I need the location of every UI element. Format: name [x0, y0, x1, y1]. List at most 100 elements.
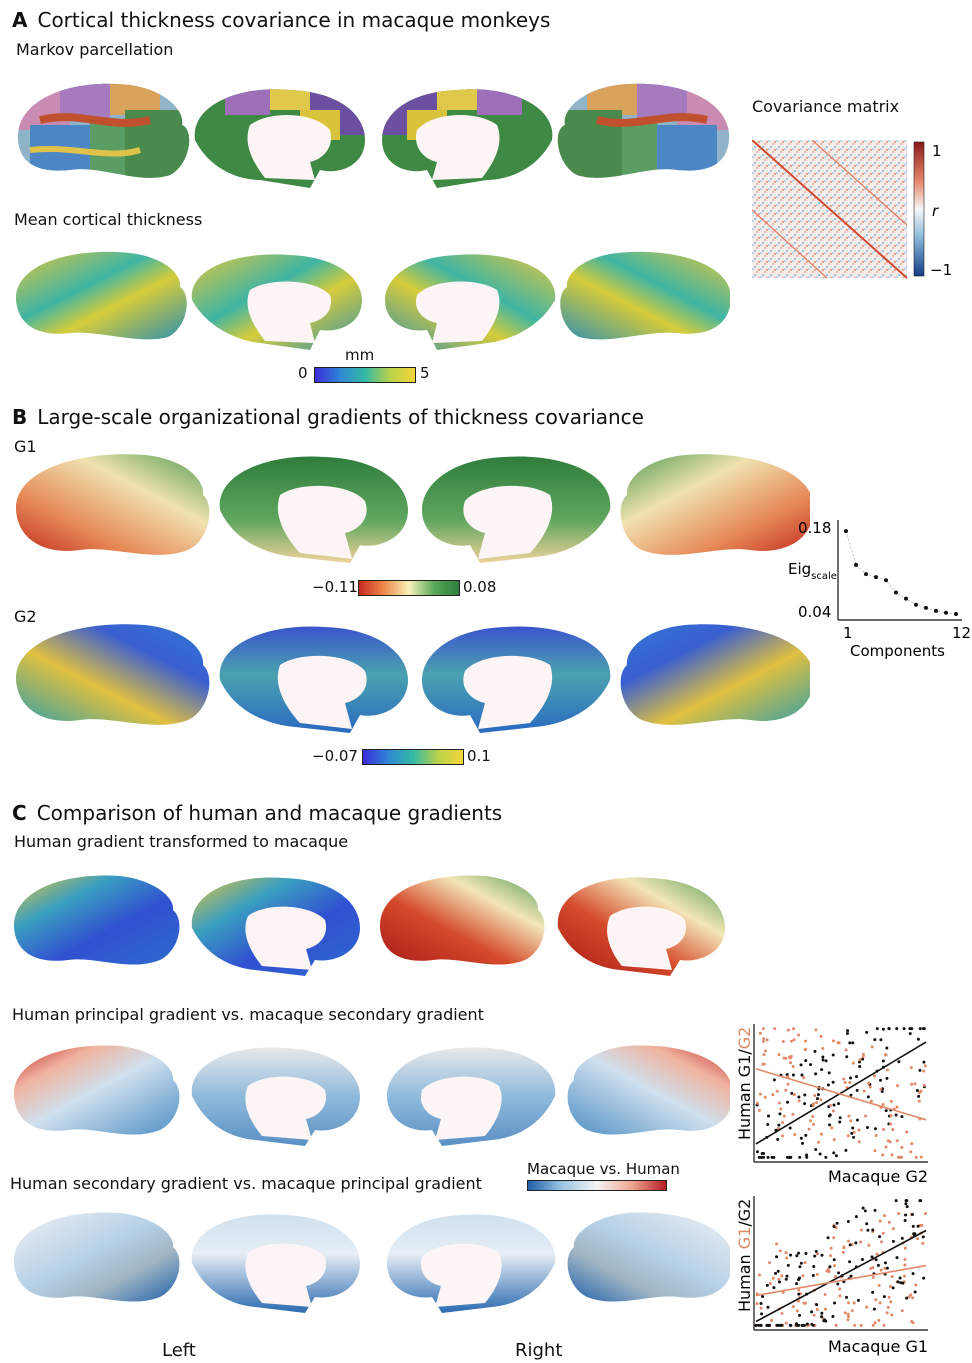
thickness-colorbar — [314, 367, 416, 383]
scree-point — [894, 590, 898, 595]
scatter2-point-g2 — [832, 1258, 836, 1262]
scatter2-point-g1 — [784, 1251, 788, 1255]
scree-xtick-last: 12 — [952, 624, 970, 642]
scatter1-point-g1 — [828, 1123, 832, 1127]
g2-right-lateral — [620, 624, 810, 725]
scatter1-point-g2 — [765, 1038, 769, 1042]
scatter2-point-g1 — [923, 1211, 927, 1215]
scatter1-point-g1 — [879, 1078, 883, 1082]
scatter2-point-g1 — [803, 1301, 807, 1305]
scatter2-point-g2 — [905, 1205, 909, 1209]
scatter1-point-g2 — [923, 1064, 927, 1068]
scatter2-point-g2 — [774, 1271, 778, 1275]
scatter2-point-g2 — [772, 1286, 776, 1290]
scatter2-point-g2 — [883, 1261, 887, 1265]
scatter2-point-g1 — [907, 1295, 911, 1299]
scatter1-point-g2 — [762, 1040, 766, 1044]
scatter1-point-g2 — [858, 1058, 862, 1062]
diff-scale-label: Macaque vs. Human — [527, 1160, 680, 1178]
scatter1-point-g2 — [874, 1134, 878, 1138]
scatter2-point-g2 — [837, 1271, 841, 1275]
scatter2-point-g2 — [767, 1323, 771, 1327]
scatter2-point-g1 — [778, 1249, 782, 1253]
scatter1-point-g2 — [909, 1150, 913, 1154]
scree-ylabel: Eigscale — [788, 560, 837, 582]
scatter2-point-g1 — [777, 1277, 781, 1281]
thickness-label: Mean cortical thickness — [14, 210, 203, 229]
scatter1-point-g2 — [861, 1054, 865, 1058]
scatter1-point-g2 — [836, 1041, 840, 1045]
scree-xtick-first: 1 — [843, 624, 853, 642]
scatter2-point-g1 — [842, 1245, 846, 1249]
transformed-label: Human gradient transformed to macaque — [14, 832, 349, 851]
scatter2-point-g2 — [785, 1274, 789, 1278]
scatter1-point-g1 — [776, 1137, 780, 1141]
scatter2-point-g2 — [856, 1298, 860, 1302]
thickness-max: 5 — [420, 364, 430, 382]
g2-left-lateral — [15, 624, 210, 725]
scatter2-point-g2 — [861, 1206, 865, 1210]
scatter2-point-g1 — [916, 1237, 920, 1241]
scatter1-point-g1 — [915, 1089, 919, 1093]
scatter1-point-g2 — [807, 1127, 811, 1131]
scatter1-point-g1 — [854, 1075, 858, 1079]
scatter1-point-g1 — [881, 1027, 885, 1031]
scree-ytick-top: 0.18 — [798, 519, 831, 537]
scatter2-point-g2 — [795, 1323, 799, 1327]
scatter1-point-g1 — [894, 1113, 898, 1117]
scatter1-point-g1 — [897, 1060, 901, 1064]
scatter1-point-g2 — [782, 1114, 786, 1118]
scatter1-point-g1 — [885, 1046, 889, 1050]
scatter1-point-g2 — [896, 1084, 900, 1088]
scatter2-point-g2 — [796, 1278, 800, 1282]
scatter2-point-g1 — [873, 1321, 877, 1325]
scatter1-point-g1 — [786, 1100, 790, 1104]
scatter1-point-g1 — [800, 1073, 804, 1077]
scatter1-point-g2 — [758, 1031, 762, 1035]
scatter2-point-g2 — [798, 1313, 802, 1317]
scatter1-point-g2 — [809, 1119, 813, 1123]
scatter2-fit-line-g1 — [755, 1264, 927, 1297]
scatter1-point-g1 — [762, 1155, 766, 1159]
scatter1-point-g2 — [870, 1045, 874, 1049]
scatter2-point-g1 — [886, 1305, 890, 1309]
matrix-offdiagonal — [811, 140, 908, 226]
covariance-matrix: 1 r −1 — [752, 140, 952, 279]
scatter1-point-g2 — [811, 1114, 815, 1118]
scatter1-point-g1 — [879, 1038, 883, 1042]
scatter2-point-g2 — [831, 1314, 835, 1318]
scatter2-point-g2 — [826, 1236, 830, 1240]
scatter2-point-g2 — [872, 1307, 876, 1311]
scatter2-point-g1 — [846, 1314, 850, 1318]
scatter2-point-g2 — [870, 1255, 874, 1259]
scatter2-point-g2 — [896, 1280, 900, 1284]
scatter2-point-g1 — [801, 1274, 805, 1278]
scatter2-point-g2 — [820, 1253, 824, 1257]
scatter1-point-g1 — [845, 1032, 849, 1036]
scatter2-point-g1 — [911, 1296, 915, 1300]
scatter1-point-g2 — [756, 1101, 760, 1105]
scatter1-point-g1 — [844, 1148, 848, 1152]
scatter1-point-g2 — [872, 1074, 876, 1078]
scatter2-point-g2 — [836, 1282, 840, 1286]
panel-b-title: B Large-scale organizational gradients of… — [12, 405, 644, 429]
scatter2-point-g1 — [865, 1305, 869, 1309]
scree-point — [934, 608, 938, 613]
scatter1-point-g2 — [793, 1133, 797, 1137]
scatter1-point-g1 — [837, 1102, 841, 1106]
scatter1-point-g1 — [922, 1060, 926, 1064]
scatter2-point-g2 — [813, 1254, 817, 1258]
thickness-unit: mm — [345, 346, 375, 364]
scatter-macaque-g1: Human G1/G2 Macaque G1 — [735, 1196, 928, 1356]
scatter1-point-g1 — [849, 1076, 853, 1080]
scatter2-point-g1 — [846, 1239, 850, 1243]
scatter2-point-g1 — [860, 1228, 864, 1232]
markov-brain-row — [17, 83, 730, 188]
markov-left-lateral — [17, 83, 190, 178]
thickness-right-lateral — [560, 251, 730, 340]
scatter1-point-g2 — [847, 1114, 851, 1118]
scree-ytick-bottom: 0.04 — [798, 603, 831, 621]
diff1-left-lateral — [13, 1045, 180, 1135]
scatter1-point-g1 — [824, 1155, 828, 1159]
scatter2-point-g1 — [838, 1287, 842, 1291]
